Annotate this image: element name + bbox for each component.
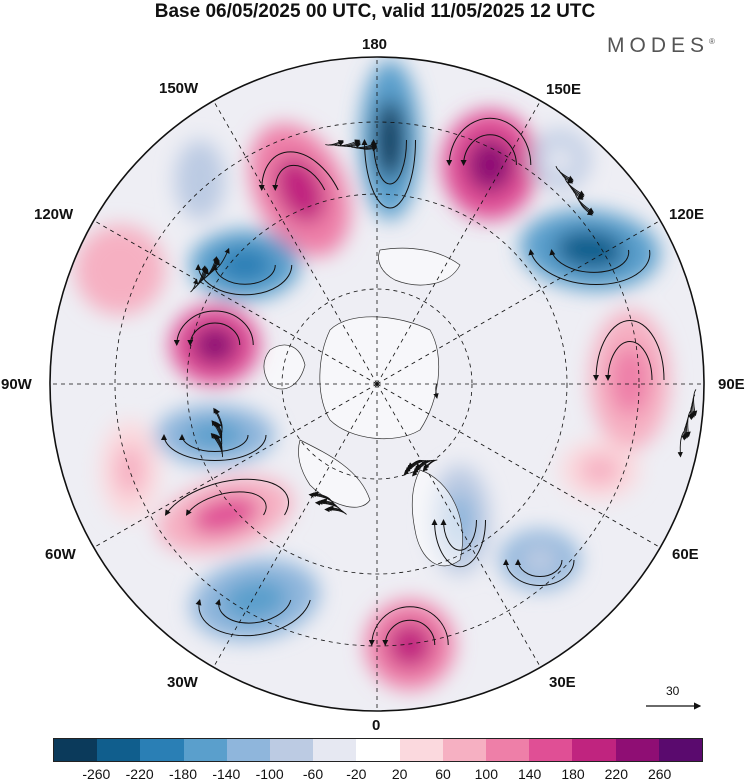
wind-vectors bbox=[161, 117, 698, 646]
lon-label-120w: 120W bbox=[34, 206, 74, 223]
colorbar-tick-labels: -260 -220 -180 -140 -100 -60 -20 20 60 100 140 180 2… bbox=[0, 766, 750, 784]
modes-logo: MODES® bbox=[607, 34, 715, 58]
lon-label-30e: 30E bbox=[549, 674, 576, 691]
colorbar-tick-label: -140 bbox=[212, 766, 241, 782]
colorbar-swatch bbox=[140, 739, 184, 761]
colorbar-tick-label: -220 bbox=[125, 766, 154, 782]
colorbar-swatch bbox=[356, 739, 400, 761]
colorbar-tick-label: -260 bbox=[82, 766, 111, 782]
lon-label-120e: 120E bbox=[669, 206, 705, 223]
colorbar-swatch bbox=[399, 739, 443, 761]
colorbar-swatch bbox=[313, 739, 357, 761]
lon-label-180: 180 bbox=[362, 36, 388, 53]
map-title: Base 06/05/2025 00 UTC, valid 11/05/2025… bbox=[154, 1, 596, 22]
colorbar bbox=[53, 738, 703, 762]
anomaly-field bbox=[50, 57, 704, 711]
colorbar-tick-label: 60 bbox=[435, 766, 451, 782]
colorbar-tick-label: -20 bbox=[346, 766, 367, 782]
colorbar-tick-label: 100 bbox=[474, 766, 499, 782]
colorbar-swatch bbox=[54, 739, 98, 761]
colorbar-tick-label: 220 bbox=[604, 766, 629, 782]
lon-label-0: 0 bbox=[372, 717, 381, 734]
lon-label-150e: 150E bbox=[546, 81, 582, 98]
colorbar-swatch bbox=[572, 739, 616, 761]
brand-name: MODES bbox=[607, 34, 710, 57]
colorbar-swatch bbox=[97, 739, 141, 761]
colorbar-tick-label: 140 bbox=[517, 766, 542, 782]
lon-label-60e: 60E bbox=[672, 546, 699, 563]
colorbar-tick-label: -60 bbox=[302, 766, 324, 782]
lon-label-90w: 90W bbox=[1, 376, 32, 393]
coastlines bbox=[263, 247, 463, 567]
colorbar-tick-label: 20 bbox=[391, 766, 408, 782]
lon-label-150w: 150W bbox=[159, 80, 199, 97]
lon-label-90e: 90E bbox=[718, 376, 745, 393]
colorbar-tick-label: -100 bbox=[255, 766, 284, 782]
colorbar-swatch bbox=[658, 739, 703, 761]
lon-label-60w: 60W bbox=[45, 546, 76, 563]
colorbar-swatch bbox=[442, 739, 487, 761]
lon-label-30w: 30W bbox=[167, 674, 198, 691]
polar-map bbox=[49, 56, 705, 712]
colorbar-tick-label: 180 bbox=[561, 766, 585, 782]
colorbar-swatch bbox=[486, 739, 530, 761]
reference-vector-label: 30 bbox=[666, 684, 680, 698]
graticule bbox=[50, 57, 704, 711]
map-boundary bbox=[49, 56, 705, 712]
colorbar-swatch bbox=[615, 739, 659, 761]
colorbar-swatch bbox=[529, 739, 573, 761]
colorbar-swatch bbox=[270, 739, 314, 761]
registered-mark: ® bbox=[709, 37, 715, 46]
colorbar-swatch bbox=[226, 739, 271, 761]
colorbar-swatch bbox=[183, 739, 227, 761]
colorbar-tick-label: 260 bbox=[647, 766, 672, 782]
colorbar-tick-label: -180 bbox=[168, 766, 198, 782]
